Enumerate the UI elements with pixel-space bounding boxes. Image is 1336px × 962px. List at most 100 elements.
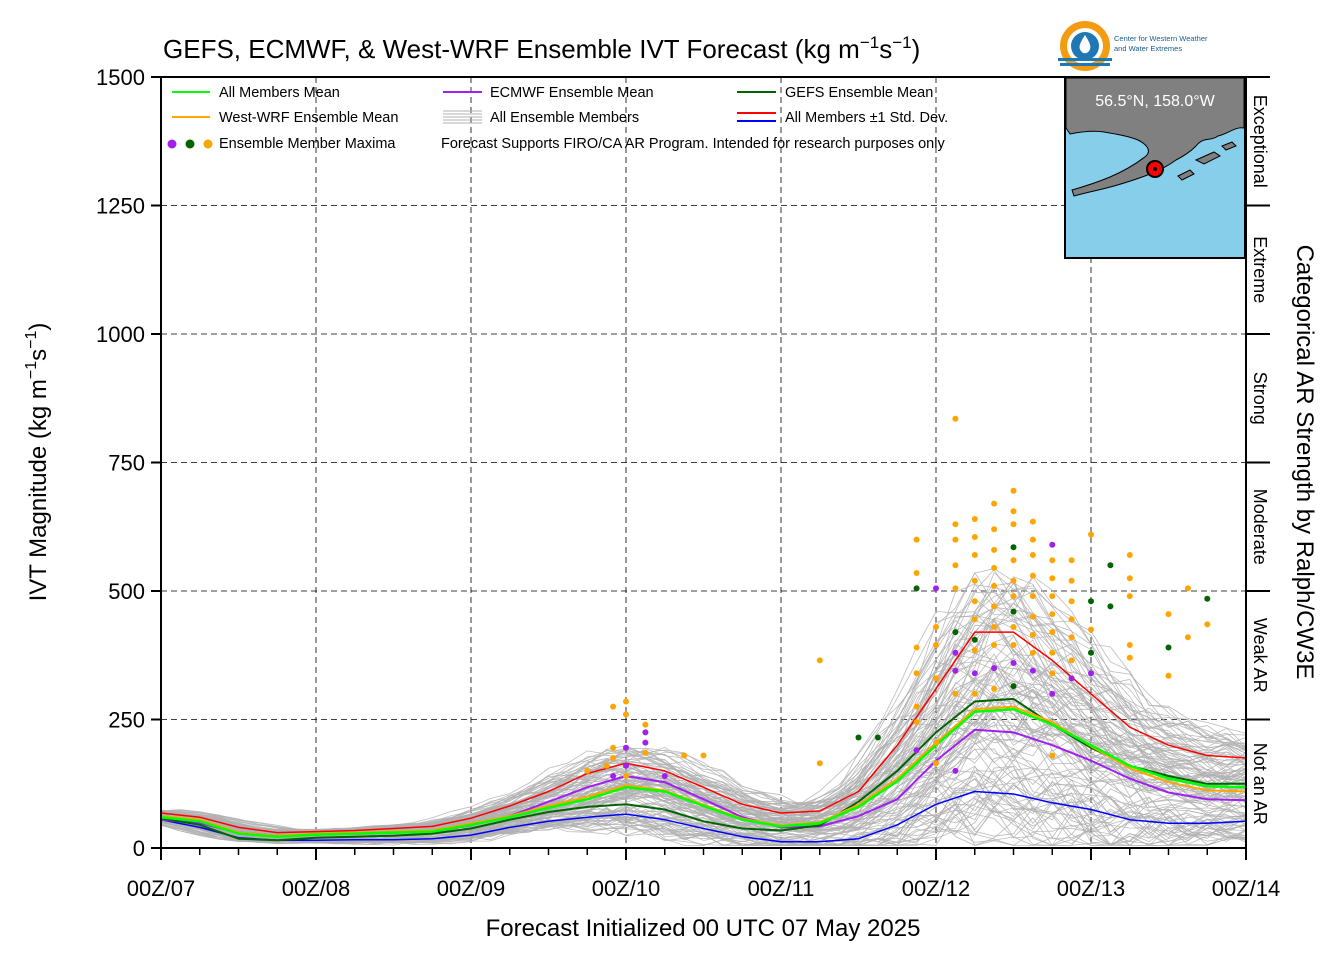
y-tick-label: 0 bbox=[133, 836, 145, 861]
legend-note: Forecast Supports FIRO/CA AR Program. In… bbox=[441, 136, 945, 152]
maxima-point bbox=[913, 536, 920, 543]
maxima-point bbox=[1049, 690, 1056, 697]
maxima-point bbox=[1165, 672, 1172, 679]
y-axis-label: IVT Magnitude (kg m−1s−1) bbox=[23, 323, 52, 602]
maxima-point bbox=[623, 711, 629, 718]
ar-categories: Not an AR Weak AR Moderate Strong Extreme Exc… bbox=[1246, 76, 1270, 825]
maxima-point bbox=[1068, 634, 1075, 641]
maxima-point bbox=[971, 577, 978, 584]
maxima-point bbox=[952, 536, 959, 543]
maxima-point bbox=[1029, 536, 1036, 543]
maxima-point bbox=[971, 516, 978, 522]
ensemble-member-line bbox=[161, 805, 1246, 846]
x-tick-label: 00Z/07 bbox=[127, 876, 196, 901]
maxima-point bbox=[1029, 631, 1036, 638]
maxima-point bbox=[1010, 577, 1017, 584]
maxima-point bbox=[623, 744, 629, 751]
legend-label-ecmwf-mean: ECMWF Ensemble Mean bbox=[490, 85, 654, 101]
maxima-point bbox=[1029, 613, 1036, 620]
maxima-point bbox=[991, 685, 998, 692]
maxima-point bbox=[855, 734, 862, 741]
maxima-point bbox=[933, 624, 939, 630]
maxima-point bbox=[816, 760, 823, 767]
x-tick-label: 00Z/10 bbox=[592, 876, 661, 901]
y-tick-label: 1500 bbox=[96, 65, 145, 90]
maxima-point bbox=[1049, 541, 1056, 548]
ensemble-member-line bbox=[161, 804, 1246, 846]
maxima-point bbox=[1049, 649, 1056, 656]
inset-map-label: 56.5°N, 158.0°W bbox=[1095, 93, 1215, 110]
maxima-point bbox=[913, 703, 920, 710]
maxima-point bbox=[623, 773, 629, 779]
maxima-point bbox=[1049, 629, 1056, 636]
maxima-point bbox=[1068, 557, 1075, 564]
maxima-point bbox=[1068, 577, 1075, 584]
maxima-point bbox=[952, 585, 959, 592]
maxima-point bbox=[1049, 670, 1056, 677]
axis-ticks: 0 250 500 750 1000 1250 1500 00Z/07 00Z/08 00Z/09… bbox=[96, 65, 1280, 901]
maxima-point bbox=[971, 598, 978, 605]
maxima-point bbox=[933, 739, 939, 746]
legend-label-all-mean: All Members Mean bbox=[219, 85, 340, 101]
y-tick-label: 1000 bbox=[96, 322, 145, 347]
maxima-point bbox=[610, 755, 617, 761]
series-line-all-members-1-std-dev bbox=[161, 790, 1246, 843]
grid-lines bbox=[161, 77, 1246, 848]
maxima-point bbox=[1107, 603, 1114, 610]
maxima-point bbox=[1126, 654, 1133, 661]
maxima-point bbox=[952, 562, 959, 569]
maxima-point bbox=[933, 642, 939, 648]
category-label: Exceptional bbox=[1250, 95, 1270, 188]
maxima-point bbox=[874, 734, 881, 741]
maxima-point bbox=[913, 719, 920, 726]
maxima-point bbox=[1010, 544, 1017, 551]
maxima-point bbox=[1068, 616, 1075, 623]
maxima-point bbox=[1126, 552, 1133, 558]
x-tick-label: 00Z/09 bbox=[437, 876, 506, 901]
x-tick-label: 00Z/12 bbox=[902, 876, 971, 901]
maxima-point bbox=[913, 644, 920, 651]
cw3e-logo: Center for Western Weather and Water Ext… bbox=[1058, 21, 1208, 71]
maxima-point bbox=[1184, 585, 1191, 592]
maxima-point bbox=[1029, 518, 1036, 525]
maxima-point bbox=[610, 744, 617, 751]
maxima-point bbox=[1088, 626, 1094, 633]
maxima-point bbox=[971, 534, 978, 540]
ensemble-member-line bbox=[161, 803, 1246, 846]
maxima-point bbox=[952, 629, 959, 636]
maxima-point bbox=[816, 657, 823, 664]
maxima-point bbox=[681, 752, 688, 759]
maxima-point bbox=[1068, 675, 1075, 682]
x-tick-label: 00Z/13 bbox=[1057, 876, 1126, 901]
legend-swatch-members bbox=[443, 110, 482, 124]
maxima-point bbox=[991, 603, 998, 610]
legend-label-maxima: Ensemble Member Maxima bbox=[219, 136, 396, 152]
maxima-point bbox=[1010, 683, 1017, 690]
maxima-point bbox=[952, 415, 959, 422]
maxima-point bbox=[1088, 670, 1094, 677]
maxima-point bbox=[952, 521, 959, 528]
maxima-point bbox=[933, 675, 939, 682]
legend-label-gefs-mean: GEFS Ensemble Mean bbox=[785, 85, 933, 101]
maxima-point bbox=[952, 690, 959, 697]
maxima-point bbox=[1049, 593, 1056, 600]
inset-map-islands bbox=[1177, 141, 1237, 181]
maxima-point bbox=[991, 665, 998, 672]
y-tick-label: 1250 bbox=[96, 194, 145, 219]
logo-line-2: and Water Extremes bbox=[1114, 44, 1182, 53]
maxima-point bbox=[991, 582, 998, 589]
y-tick-label: 250 bbox=[108, 708, 145, 733]
right-axis-label: Categorical AR Strength by Ralph/CW3E bbox=[1291, 245, 1318, 680]
x-tick-label: 00Z/11 bbox=[748, 876, 815, 901]
maxima-point bbox=[623, 698, 629, 705]
maxima-point bbox=[1165, 611, 1172, 618]
maxima-point bbox=[1049, 557, 1056, 564]
maxima-point bbox=[913, 747, 920, 754]
maxima-point bbox=[1029, 667, 1036, 674]
maxima-point bbox=[952, 767, 959, 774]
maxima-point bbox=[1204, 595, 1211, 602]
ensemble-member-line bbox=[161, 765, 1246, 844]
inset-map: 56.5°N, 158.0°W bbox=[1064, 76, 1246, 259]
maxima-point bbox=[1010, 508, 1017, 515]
legend: All Members Mean ECMWF Ensemble Mean GEF… bbox=[167, 85, 948, 152]
